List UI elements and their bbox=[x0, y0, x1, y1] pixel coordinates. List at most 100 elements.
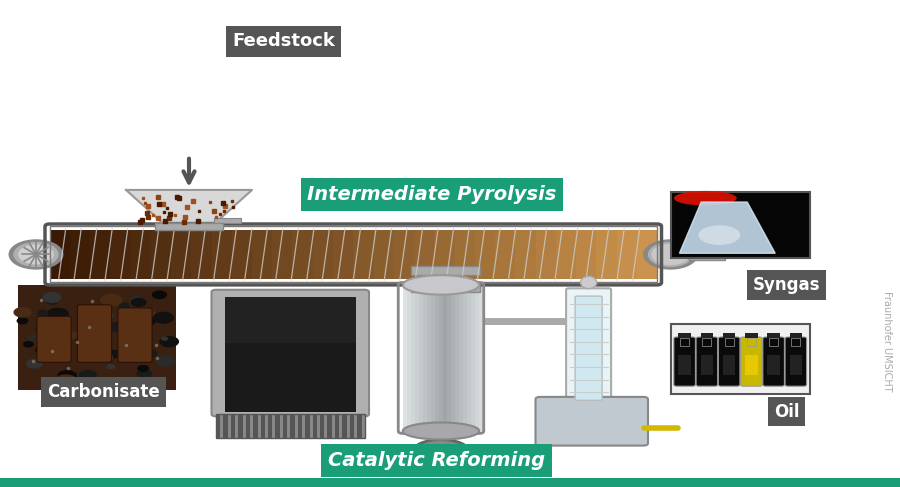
Circle shape bbox=[63, 332, 76, 339]
Bar bbox=[451, 285, 455, 431]
Bar bbox=[410, 285, 416, 431]
Circle shape bbox=[135, 321, 151, 331]
Bar bbox=[232, 230, 253, 279]
Circle shape bbox=[101, 294, 122, 306]
Bar bbox=[479, 285, 484, 431]
Ellipse shape bbox=[580, 276, 597, 288]
Bar bbox=[434, 230, 455, 279]
Polygon shape bbox=[126, 190, 252, 224]
Bar bbox=[670, 192, 810, 258]
Ellipse shape bbox=[421, 444, 461, 462]
Bar bbox=[702, 338, 711, 346]
Bar bbox=[447, 285, 452, 431]
Ellipse shape bbox=[674, 191, 737, 206]
Polygon shape bbox=[680, 202, 775, 253]
Bar bbox=[420, 282, 471, 285]
Circle shape bbox=[142, 310, 155, 316]
Bar bbox=[252, 230, 274, 279]
FancyBboxPatch shape bbox=[0, 478, 900, 487]
Bar bbox=[411, 283, 480, 292]
Circle shape bbox=[19, 245, 53, 263]
Bar bbox=[292, 230, 313, 279]
Circle shape bbox=[107, 365, 114, 369]
Circle shape bbox=[142, 350, 157, 357]
Bar bbox=[472, 285, 476, 431]
Circle shape bbox=[9, 240, 63, 269]
Bar bbox=[246, 414, 250, 438]
Bar bbox=[536, 230, 556, 279]
Bar bbox=[576, 230, 597, 279]
Bar bbox=[70, 230, 91, 279]
Bar bbox=[230, 414, 235, 438]
Bar bbox=[50, 226, 657, 282]
Bar bbox=[414, 230, 436, 279]
Bar bbox=[374, 230, 395, 279]
Bar bbox=[214, 218, 241, 223]
FancyBboxPatch shape bbox=[37, 316, 71, 362]
Bar bbox=[679, 333, 691, 338]
Bar bbox=[515, 230, 536, 279]
Bar bbox=[150, 230, 172, 279]
Circle shape bbox=[649, 243, 692, 266]
Circle shape bbox=[652, 244, 689, 264]
Circle shape bbox=[644, 240, 698, 269]
Bar bbox=[298, 414, 302, 438]
Circle shape bbox=[160, 337, 178, 347]
Circle shape bbox=[130, 326, 149, 337]
Circle shape bbox=[83, 309, 96, 317]
Ellipse shape bbox=[698, 225, 740, 245]
Bar bbox=[556, 230, 577, 279]
Circle shape bbox=[152, 291, 166, 299]
Circle shape bbox=[130, 381, 145, 389]
Bar bbox=[191, 230, 212, 279]
Bar bbox=[312, 414, 317, 438]
Text: Carbonisate: Carbonisate bbox=[47, 383, 160, 401]
Bar bbox=[495, 230, 516, 279]
FancyBboxPatch shape bbox=[674, 337, 696, 386]
Text: Catalytic Reforming: Catalytic Reforming bbox=[328, 450, 545, 470]
Bar bbox=[260, 414, 265, 438]
Bar bbox=[415, 285, 419, 431]
Bar bbox=[216, 414, 220, 438]
FancyBboxPatch shape bbox=[785, 337, 806, 386]
Bar bbox=[724, 338, 733, 346]
Bar bbox=[357, 414, 362, 438]
Circle shape bbox=[38, 310, 48, 316]
Circle shape bbox=[40, 343, 56, 352]
Circle shape bbox=[36, 346, 51, 354]
Circle shape bbox=[128, 332, 133, 335]
Bar bbox=[768, 355, 780, 375]
Bar bbox=[427, 285, 432, 431]
Bar bbox=[216, 414, 364, 438]
Bar bbox=[723, 355, 735, 375]
FancyBboxPatch shape bbox=[212, 290, 369, 416]
Bar bbox=[745, 355, 758, 375]
Circle shape bbox=[14, 308, 32, 317]
Ellipse shape bbox=[403, 275, 479, 295]
Circle shape bbox=[162, 337, 167, 340]
Text: Oil: Oil bbox=[774, 403, 799, 420]
Circle shape bbox=[43, 293, 61, 302]
Circle shape bbox=[28, 335, 36, 339]
Bar bbox=[283, 414, 287, 438]
Bar bbox=[443, 285, 447, 431]
Circle shape bbox=[154, 312, 174, 323]
Bar bbox=[418, 285, 424, 431]
Bar bbox=[290, 414, 294, 438]
Bar bbox=[272, 230, 293, 279]
Bar bbox=[467, 285, 472, 431]
FancyBboxPatch shape bbox=[575, 296, 602, 400]
Bar bbox=[596, 230, 617, 279]
Bar bbox=[411, 266, 480, 275]
Bar bbox=[349, 414, 354, 438]
Circle shape bbox=[17, 318, 28, 324]
Circle shape bbox=[79, 371, 96, 379]
Circle shape bbox=[119, 303, 129, 308]
FancyBboxPatch shape bbox=[696, 337, 717, 386]
Bar bbox=[50, 230, 70, 279]
Bar bbox=[212, 230, 233, 279]
Circle shape bbox=[52, 311, 58, 314]
Circle shape bbox=[85, 327, 104, 338]
Circle shape bbox=[65, 379, 86, 390]
Circle shape bbox=[27, 359, 42, 368]
